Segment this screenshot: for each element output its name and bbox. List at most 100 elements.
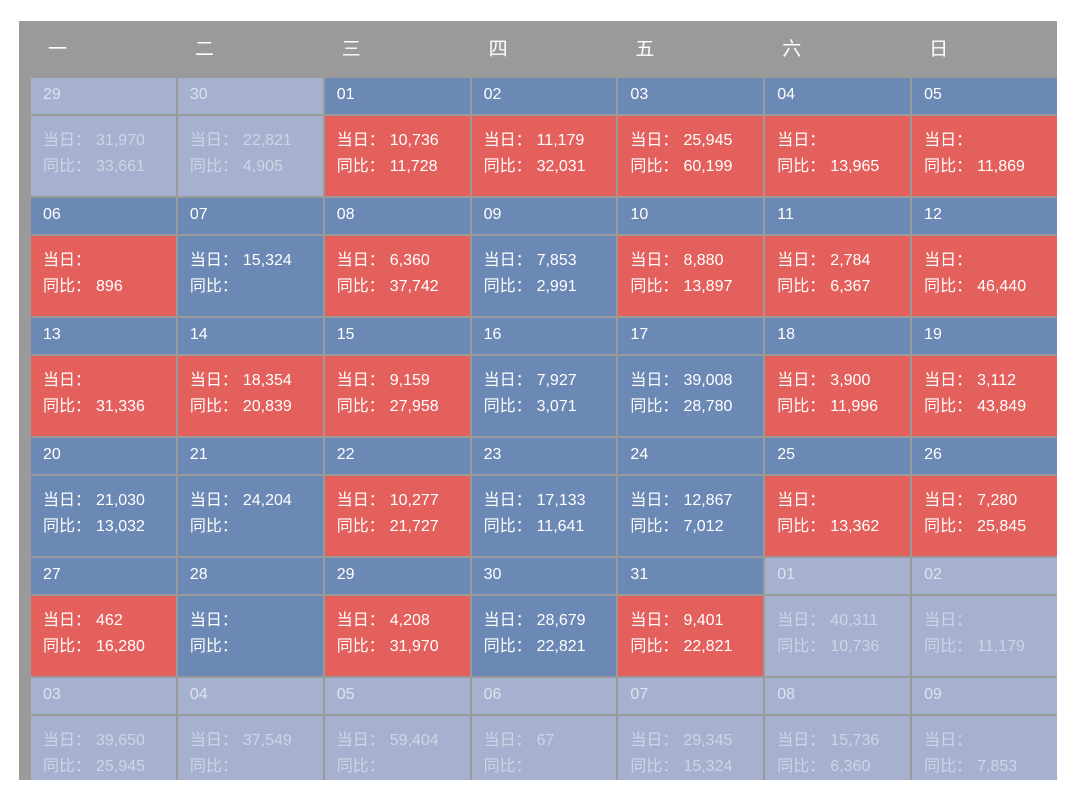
date-cell[interactable]: 29 — [324, 558, 470, 594]
date-cell[interactable]: 20 — [31, 438, 176, 474]
value-cell[interactable]: 当日： 21,030 同比： 13,032 — [31, 476, 176, 556]
yoy-line: 同比： 20,839 — [190, 394, 319, 420]
date-cell[interactable]: 01 — [324, 78, 470, 114]
date-cell[interactable]: 31 — [618, 558, 764, 594]
value-cell[interactable]: 当日： 8,880 同比： 13,897 — [618, 236, 764, 316]
date-cell[interactable]: 30 — [471, 558, 617, 594]
value-cell[interactable]: 当日： 同比： 13,965 — [765, 116, 911, 196]
date-cell[interactable]: 01 — [765, 558, 911, 594]
weekday-label: 一 — [48, 39, 69, 60]
yoy-line: 同比： 11,641 — [484, 514, 613, 540]
date-cell[interactable]: 15 — [324, 318, 470, 354]
value-cell[interactable]: 当日： 29,345 同比： 15,324 — [618, 716, 764, 780]
date-cell[interactable]: 12 — [912, 198, 1057, 234]
yoy-label: 同比： — [777, 398, 826, 415]
value-cell[interactable]: 当日： 59,404 同比： — [324, 716, 470, 780]
date-cell[interactable]: 13 — [31, 318, 176, 354]
date-cell[interactable]: 06 — [471, 678, 617, 714]
value-cell[interactable]: 当日： 40,311 同比： 10,736 — [765, 596, 911, 676]
value-cell[interactable]: 当日： 7,280 同比： 25,845 — [912, 476, 1057, 556]
date-cell[interactable]: 29 — [31, 78, 176, 114]
value-cell[interactable]: 当日： 24,204 同比： — [177, 476, 323, 556]
date-cell[interactable]: 26 — [912, 438, 1057, 474]
day-line: 当日： 8,880 — [630, 248, 759, 274]
value-cell[interactable]: 当日： 39,650 同比： 25,945 — [31, 716, 176, 780]
value-cell[interactable]: 当日： 17,133 同比： 11,641 — [471, 476, 617, 556]
date-cell[interactable]: 28 — [177, 558, 323, 594]
value-cell[interactable]: 当日： 22,821 同比： 4,905 — [177, 116, 323, 196]
value-cell[interactable]: 当日： 37,549 同比： — [177, 716, 323, 780]
day-value: 24,204 — [242, 492, 292, 509]
date-cell[interactable]: 08 — [765, 678, 911, 714]
date-cell[interactable]: 02 — [912, 558, 1057, 594]
value-cell[interactable]: 当日： 同比： 11,179 — [912, 596, 1057, 676]
value-cell[interactable]: 当日： 同比： 7,853 — [912, 716, 1057, 780]
date-cell[interactable]: 09 — [471, 198, 617, 234]
date-cell[interactable]: 19 — [912, 318, 1057, 354]
value-cell[interactable]: 当日： 3,900 同比： 11,996 — [765, 356, 911, 436]
value-cell[interactable]: 当日： 15,324 同比： — [177, 236, 323, 316]
value-cell[interactable]: 当日： 6,360 同比： 37,742 — [324, 236, 470, 316]
date-cell[interactable]: 08 — [324, 198, 470, 234]
value-cell[interactable]: 当日： 31,970 同比： 33,661 — [31, 116, 176, 196]
value-cell[interactable]: 当日： 11,179 同比： 32,031 — [471, 116, 617, 196]
value-cell[interactable]: 当日： 12,867 同比： 7,012 — [618, 476, 764, 556]
yoy-line: 同比： 11,179 — [924, 634, 1053, 660]
value-cell[interactable]: 当日： 18,354 同比： 20,839 — [177, 356, 323, 436]
date-cell[interactable]: 27 — [31, 558, 176, 594]
yoy-line: 同比： — [190, 514, 319, 540]
value-cell[interactable]: 当日： 15,736 同比： 6,360 — [765, 716, 911, 780]
date-cell[interactable]: 23 — [471, 438, 617, 474]
date-cell[interactable]: 25 — [765, 438, 911, 474]
value-cell[interactable]: 当日： 28,679 同比： 22,821 — [471, 596, 617, 676]
date-cell[interactable]: 05 — [324, 678, 470, 714]
value-cell[interactable]: 当日： 10,736 同比： 11,728 — [324, 116, 470, 196]
value-cell[interactable]: 当日： 同比： 46,440 — [912, 236, 1057, 316]
yoy-label: 同比： — [43, 158, 92, 175]
date-cell[interactable]: 07 — [618, 678, 764, 714]
date-cell[interactable]: 17 — [618, 318, 764, 354]
date-cell[interactable]: 24 — [618, 438, 764, 474]
date-cell[interactable]: 22 — [324, 438, 470, 474]
date-cell[interactable]: 21 — [177, 438, 323, 474]
date-cell[interactable]: 30 — [177, 78, 323, 114]
value-cell[interactable]: 当日： 4,208 同比： 31,970 — [324, 596, 470, 676]
date-cell[interactable]: 10 — [618, 198, 764, 234]
value-cell[interactable]: 当日： 10,277 同比： 21,727 — [324, 476, 470, 556]
value-cell[interactable]: 当日： 同比： 31,336 — [31, 356, 176, 436]
date-cell[interactable]: 07 — [177, 198, 323, 234]
date-cell[interactable]: 03 — [31, 678, 176, 714]
value-cell[interactable]: 当日： 同比： — [177, 596, 323, 676]
value-cell[interactable]: 当日： 25,945 同比： 60,199 — [618, 116, 764, 196]
value-cell[interactable]: 当日： 3,112 同比： 43,849 — [912, 356, 1057, 436]
date-cell[interactable]: 11 — [765, 198, 911, 234]
value-cell[interactable]: 当日： 9,401 同比： 22,821 — [618, 596, 764, 676]
yoy-label: 同比： — [483, 398, 532, 415]
value-cell[interactable]: 当日： 7,853 同比： 2,991 — [471, 236, 617, 316]
date-cell[interactable]: 14 — [177, 318, 323, 354]
date-cell[interactable]: 03 — [618, 78, 764, 114]
date-cell[interactable]: 18 — [765, 318, 911, 354]
date-cell[interactable]: 16 — [471, 318, 617, 354]
value-cell[interactable]: 当日： 同比： 11,869 — [912, 116, 1057, 196]
value-cell[interactable]: 当日： 2,784 同比： 6,367 — [765, 236, 911, 316]
yoy-value: 22,821 — [683, 638, 733, 655]
day-line: 当日： — [924, 608, 1053, 634]
date-cell[interactable]: 09 — [912, 678, 1057, 714]
date-cell[interactable]: 05 — [912, 78, 1057, 114]
value-cell[interactable]: 当日： 7,927 同比： 3,071 — [471, 356, 617, 436]
value-cell[interactable]: 当日： 462 同比： 16,280 — [31, 596, 176, 676]
date-cell[interactable]: 02 — [471, 78, 617, 114]
value-cell[interactable]: 当日： 9,159 同比： 27,958 — [324, 356, 470, 436]
value-cell[interactable]: 当日： 67 同比： — [471, 716, 617, 780]
date-cell[interactable]: 04 — [177, 678, 323, 714]
value-cell[interactable]: 当日： 39,008 同比： 28,780 — [618, 356, 764, 436]
day-value: 22,821 — [242, 132, 292, 149]
value-cell[interactable]: 当日： 同比： 896 — [31, 236, 176, 316]
day-label: 当日： — [189, 732, 238, 749]
date-cell[interactable]: 04 — [765, 78, 911, 114]
yoy-label: 同比： — [43, 518, 92, 535]
yoy-label: 同比： — [189, 158, 238, 175]
date-cell[interactable]: 06 — [31, 198, 176, 234]
value-cell[interactable]: 当日： 同比： 13,362 — [765, 476, 911, 556]
